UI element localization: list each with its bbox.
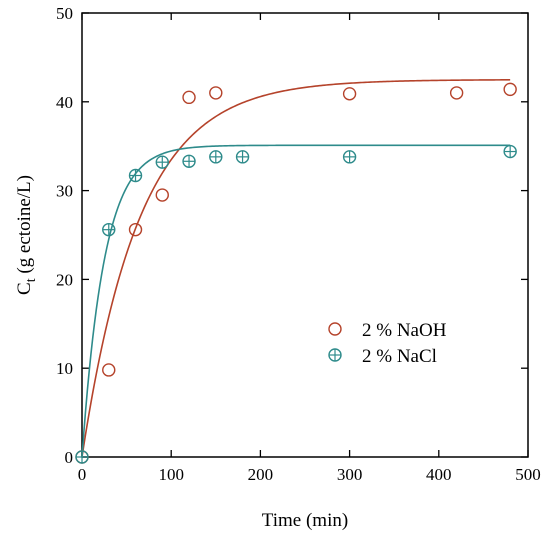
y-tick-label: 30	[56, 182, 73, 201]
legend-label: 2 % NaOH	[362, 320, 447, 341]
y-axis-title-rest: (g ectoine/L)	[14, 175, 35, 278]
y-axis-title-subscript: t	[24, 278, 39, 282]
data-point	[449, 86, 464, 100]
legend-marker	[328, 322, 342, 336]
x-tick-label: 500	[515, 465, 541, 484]
data-point	[75, 450, 89, 464]
x-tick-label: 400	[426, 465, 452, 484]
y-tick-label: 10	[56, 359, 73, 378]
y-axis-title-main: C	[14, 282, 35, 295]
data-point	[235, 150, 250, 164]
data-point	[503, 144, 517, 159]
x-tick-label: 0	[78, 465, 87, 484]
y-axis-title: Ct (g ectoine/L)	[14, 175, 39, 295]
data-point	[503, 82, 517, 97]
data-point	[182, 90, 196, 105]
data-point	[209, 150, 223, 164]
ticks: 0 100 200 300 400 500 0 10 20 30 40 50	[56, 4, 541, 484]
fit-curves	[81, 79, 511, 458]
plot-frame	[81, 12, 529, 458]
data-points	[75, 82, 517, 464]
y-tick-label: 20	[56, 270, 73, 289]
legend: 2 % NaOH 2 % NaCl	[328, 320, 447, 367]
x-tick-label: 100	[158, 465, 184, 484]
data-point	[128, 222, 143, 237]
data-point	[102, 222, 116, 237]
data-point	[155, 188, 169, 202]
x-tick-label: 300	[337, 465, 363, 484]
legend-marker	[328, 348, 342, 362]
y-tick-label: 50	[56, 4, 73, 23]
fit-curve	[81, 79, 511, 458]
x-tick-label: 200	[248, 465, 274, 484]
y-tick-label: 0	[65, 448, 74, 467]
legend-label: 2 % NaCl	[362, 346, 437, 367]
data-point	[155, 155, 169, 169]
x-axis-title: Time (min)	[262, 510, 348, 531]
data-point	[128, 168, 143, 183]
data-point	[102, 363, 116, 377]
data-point	[182, 154, 196, 168]
fit-curve	[81, 144, 511, 458]
y-tick-label: 40	[56, 93, 73, 112]
data-point	[342, 87, 357, 101]
axes	[81, 12, 529, 458]
data-point	[209, 86, 223, 100]
data-point	[342, 150, 357, 164]
